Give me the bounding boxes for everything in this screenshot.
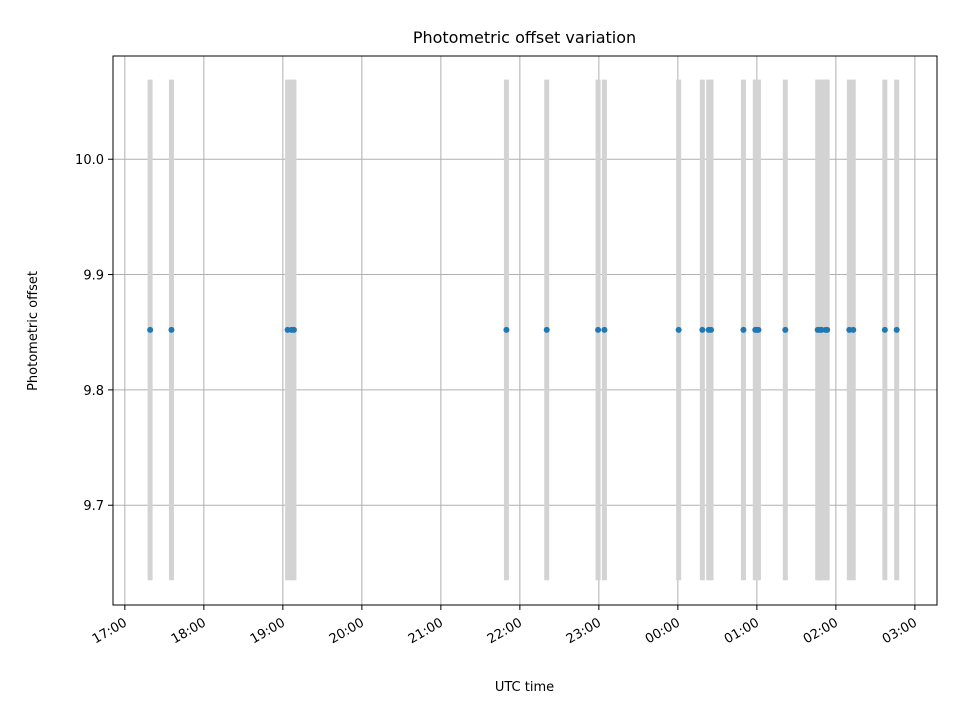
data-point <box>675 326 682 333</box>
plot-frame <box>112 55 938 606</box>
x-axis-title: UTC time <box>495 680 554 695</box>
data-point <box>601 326 608 333</box>
data-point <box>881 326 888 333</box>
y-tick-label: 10.0 <box>75 153 104 168</box>
data-point <box>708 326 715 333</box>
data-point <box>824 326 831 333</box>
data-point <box>168 326 175 333</box>
y-tick-label: 9.9 <box>83 269 104 284</box>
y-tick-label: 9.8 <box>83 384 104 399</box>
data-point <box>893 326 900 333</box>
data-point <box>782 326 789 333</box>
y-axis-title: Photometric offset <box>26 271 41 391</box>
data-point <box>740 326 747 333</box>
y-tick-label: 9.7 <box>83 499 104 514</box>
data-point <box>147 326 154 333</box>
data-point <box>755 326 762 333</box>
y-axis-ticks: 9.7 9.8 9.9 10.0 <box>75 153 113 514</box>
data-points <box>147 326 900 333</box>
data-point <box>699 326 706 333</box>
data-point <box>543 326 550 333</box>
chart-title: Photometric offset variation <box>413 28 636 47</box>
data-point <box>503 326 510 333</box>
data-point <box>595 326 602 333</box>
data-point <box>290 326 297 333</box>
data-point <box>850 326 857 333</box>
